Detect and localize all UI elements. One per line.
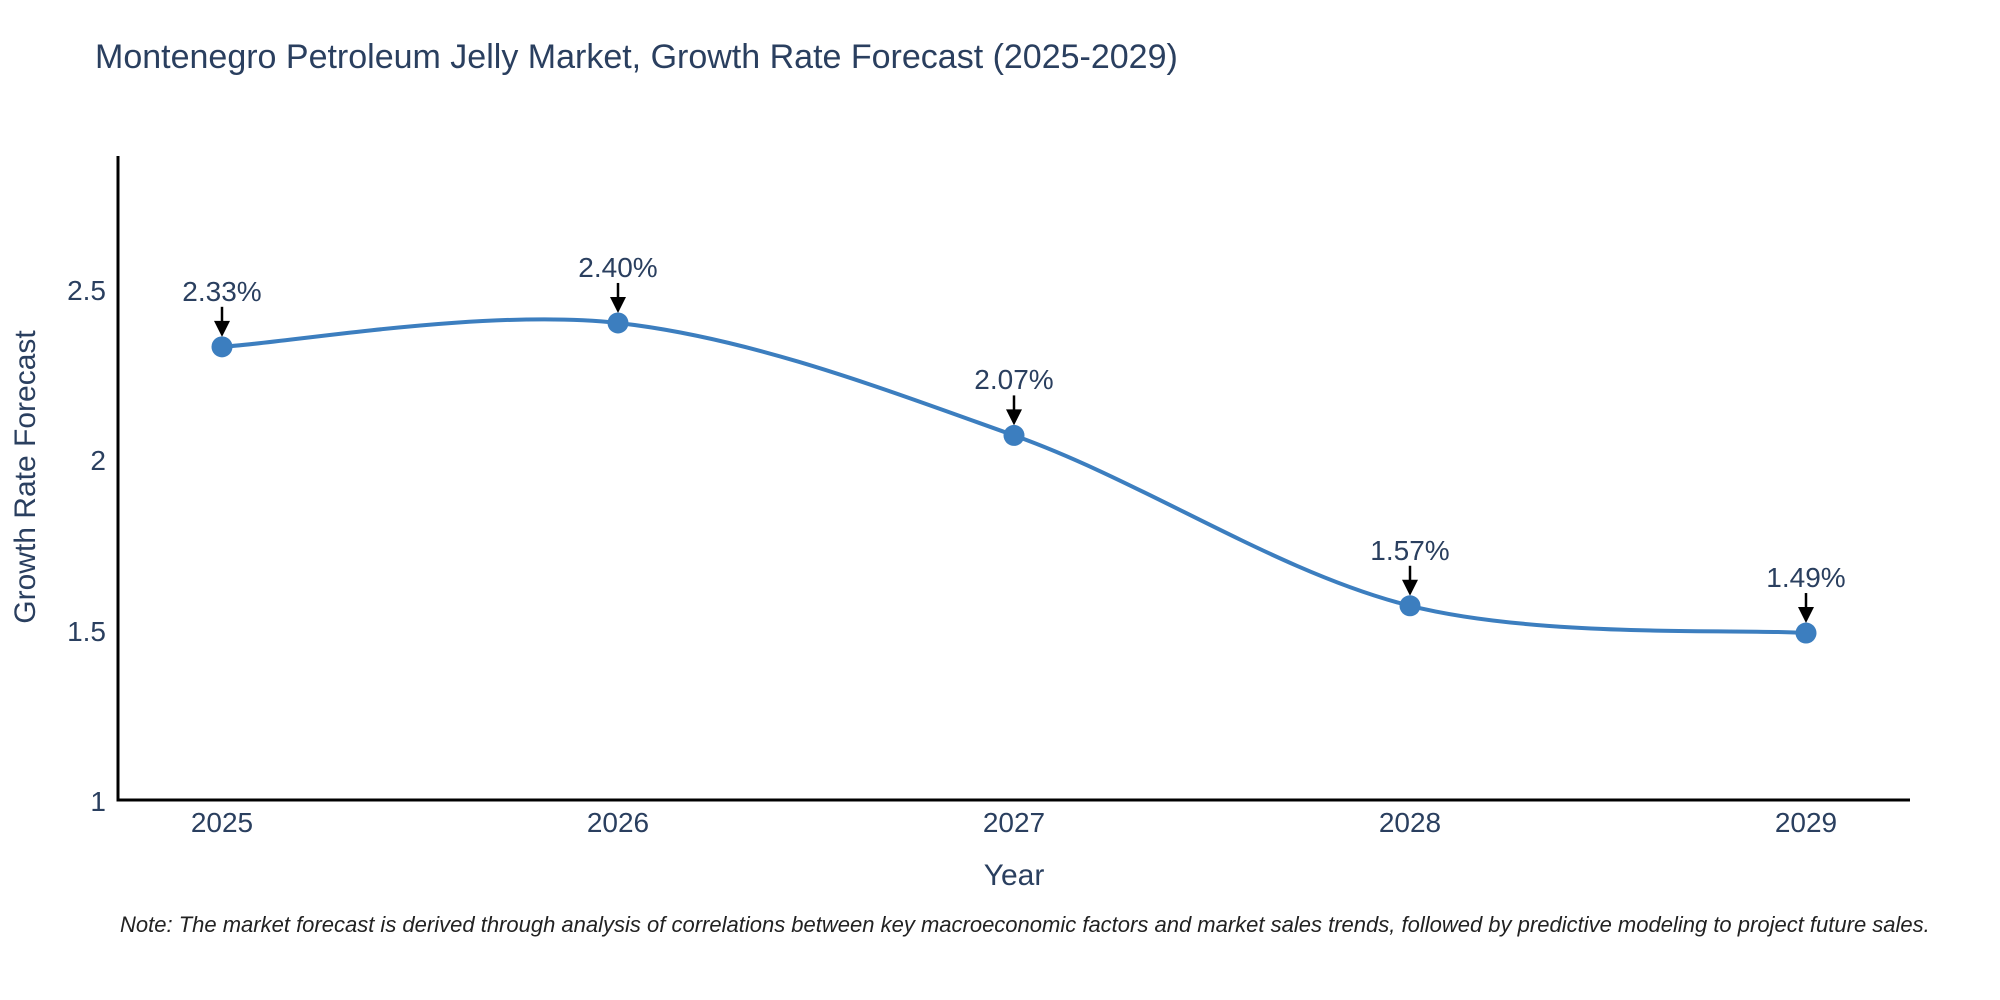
data-point-marker[interactable] bbox=[1399, 595, 1421, 617]
data-point-marker[interactable] bbox=[607, 312, 629, 334]
data-point-marker[interactable] bbox=[211, 336, 233, 358]
annotation-arrow-head bbox=[1402, 579, 1418, 596]
annotation-arrow-head bbox=[1798, 607, 1814, 624]
annotation-arrow-head bbox=[610, 296, 626, 313]
forecast-line bbox=[220, 317, 1808, 636]
chart-title: Montenegro Petroleum Jelly Market, Growt… bbox=[95, 38, 1178, 76]
annotation-arrow-head bbox=[214, 320, 230, 337]
footnote: Note: The market forecast is derived thr… bbox=[120, 912, 1930, 937]
data-point-marker[interactable] bbox=[1003, 424, 1025, 446]
annotation-arrow-head bbox=[1006, 409, 1022, 426]
axis-lines bbox=[116, 156, 1910, 802]
data-point-marker[interactable] bbox=[1795, 622, 1817, 644]
